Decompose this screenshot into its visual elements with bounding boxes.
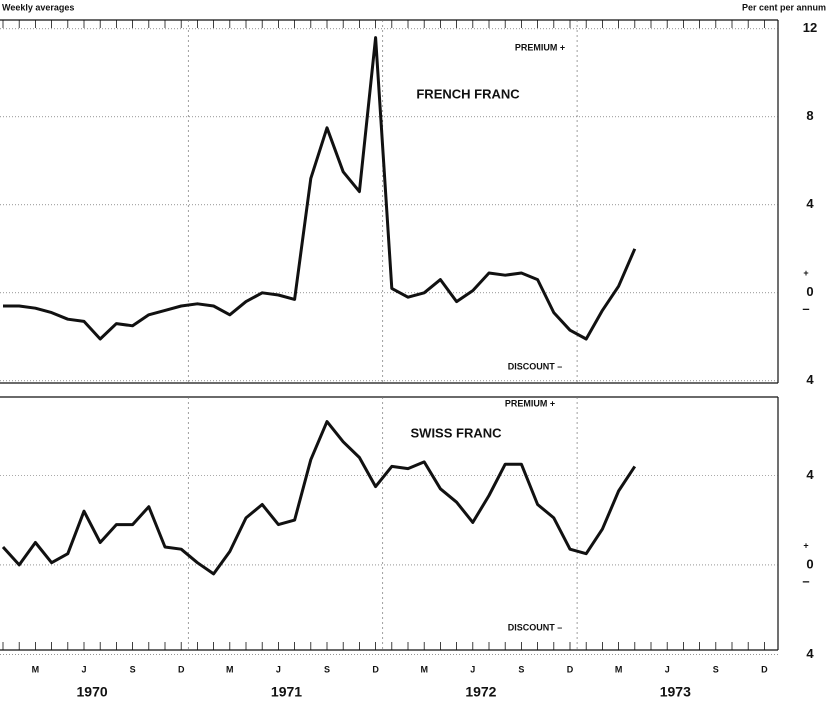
year-label: 1971 bbox=[271, 684, 302, 700]
series-line bbox=[3, 36, 637, 341]
series-title: FRENCH FRANC bbox=[416, 86, 520, 101]
y-tick-label: 0 bbox=[806, 556, 813, 571]
y-tick-label: 4 bbox=[806, 646, 814, 661]
premium-label: PREMIUM + bbox=[515, 42, 565, 52]
zero-sign-plus: + bbox=[803, 268, 808, 278]
year-label: 1972 bbox=[465, 684, 496, 700]
x-tick-label: S bbox=[130, 664, 136, 674]
zero-sign-plus: + bbox=[803, 540, 808, 550]
premium-label: PREMIUM + bbox=[505, 398, 555, 408]
series-title: SWISS FRANC bbox=[411, 425, 503, 440]
x-tick-label: J bbox=[276, 664, 281, 674]
discount-label: DISCOUNT – bbox=[508, 361, 563, 371]
y-tick-label: 8 bbox=[806, 108, 813, 123]
y-tick-label: 0 bbox=[806, 284, 813, 299]
x-tick-label: D bbox=[567, 664, 574, 674]
x-tick-label: M bbox=[226, 664, 234, 674]
x-tick-label: S bbox=[713, 664, 719, 674]
x-tick-label: D bbox=[761, 664, 768, 674]
x-tick-label: D bbox=[372, 664, 379, 674]
year-label: 1970 bbox=[77, 684, 108, 700]
y-tick-label: 4 bbox=[806, 372, 814, 387]
zero-sign-minus: – bbox=[802, 573, 809, 588]
x-tick-label: J bbox=[81, 664, 86, 674]
discount-label: DISCOUNT – bbox=[508, 622, 563, 632]
y-tick-label: 4 bbox=[806, 196, 814, 211]
x-tick-label: D bbox=[178, 664, 185, 674]
series-line bbox=[1, 420, 637, 576]
x-tick-label: M bbox=[32, 664, 40, 674]
header-left: Weekly averages bbox=[2, 2, 74, 12]
x-tick-label: M bbox=[420, 664, 428, 674]
x-tick-label: S bbox=[324, 664, 330, 674]
y-tick-label: 4 bbox=[806, 467, 814, 482]
x-tick-label: M bbox=[615, 664, 623, 674]
x-tick-label: J bbox=[665, 664, 670, 674]
y-tick-label: 12 bbox=[803, 20, 817, 35]
year-label: 1973 bbox=[660, 684, 691, 700]
x-tick-label: S bbox=[518, 664, 524, 674]
x-tick-label: J bbox=[470, 664, 475, 674]
header-right: Per cent per annum bbox=[742, 2, 826, 12]
zero-sign-minus: – bbox=[802, 301, 809, 316]
